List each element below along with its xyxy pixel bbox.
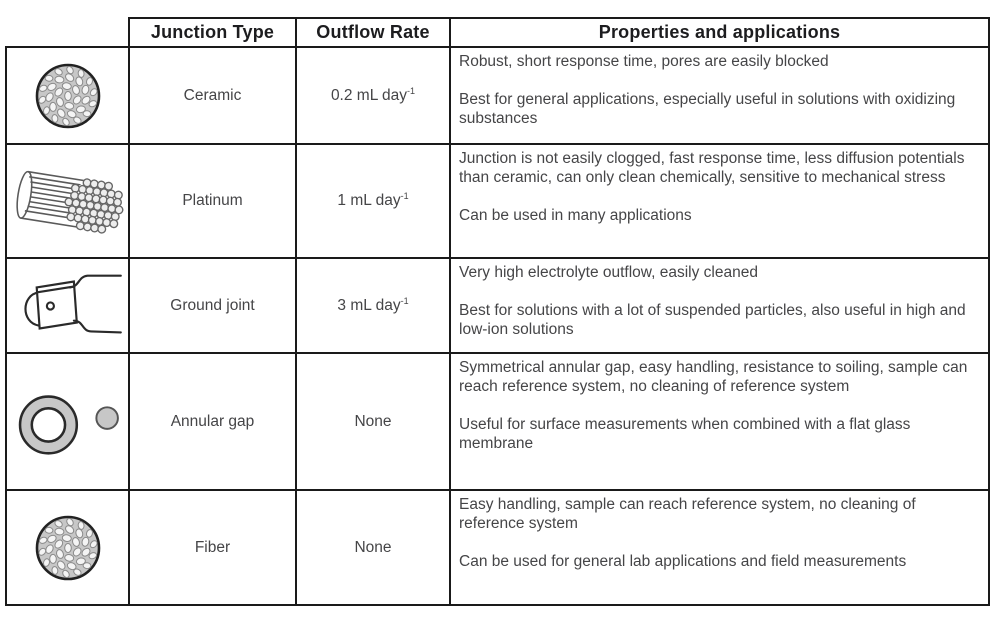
rate-superscript: -1 <box>407 85 416 96</box>
icon-cell <box>5 143 130 259</box>
junction-table: Junction Type Outflow Rate Properties an… <box>5 17 990 606</box>
properties-cell: Symmetrical annular gap, easy handling, … <box>449 352 990 491</box>
rate-value: 0.2 mL day <box>330 87 408 105</box>
applications-paragraph: Best for general applications, especiall… <box>459 91 956 127</box>
outflow-rate-cell: None <box>295 352 451 491</box>
properties-paragraph: Easy handling, sample can reach referenc… <box>459 496 916 532</box>
junction-type-cell: Annular gap <box>128 352 297 491</box>
junction-type-cell: Platinum <box>128 143 297 259</box>
icon-cell <box>5 489 130 606</box>
junction-comparison-table: Junction Type Outflow Rate Properties an… <box>5 17 990 606</box>
properties-cell: Robust, short response time, pores are e… <box>449 46 990 145</box>
properties-cell: Junction is not easily clogged, fast res… <box>449 143 990 259</box>
header-properties: Properties and applications <box>449 17 990 48</box>
applications-paragraph: Best for solutions with a lot of suspend… <box>459 302 966 338</box>
icon-cell <box>5 352 130 491</box>
table-row-platinum: Platinum 1 mL day-1 Junction is not easi… <box>5 143 990 259</box>
junction-type-cell: Ceramic <box>128 46 297 145</box>
ceramic-cross-section-icon <box>35 63 100 128</box>
rate-superscript: -1 <box>400 295 409 306</box>
properties-paragraph: Robust, short response time, pores are e… <box>459 53 829 70</box>
header-junction-type: Junction Type <box>128 17 297 48</box>
properties-cell: Very high electrolyte outflow, easily cl… <box>449 257 990 354</box>
applications-paragraph: Can be used for general lab applications… <box>459 553 907 570</box>
outflow-rate-cell: 1 mL day-1 <box>295 143 451 259</box>
outflow-rate-cell: 3 mL day-1 <box>295 257 451 354</box>
platinum-wire-bundle-icon <box>15 170 123 234</box>
rate-value: None <box>354 413 392 431</box>
outflow-rate-cell: 0.2 mL day-1 <box>295 46 451 145</box>
applications-paragraph: Can be used in many applications <box>459 207 692 224</box>
icon-cell <box>5 46 130 145</box>
properties-paragraph: Junction is not easily clogged, fast res… <box>459 150 965 186</box>
fiber-cross-section-icon <box>35 515 100 580</box>
table-row-annular-gap: Annular gap None Symmetrical annular gap… <box>5 352 990 491</box>
header-spacer-cell <box>6 18 129 47</box>
outflow-rate-cell: None <box>295 489 451 606</box>
icon-cell <box>5 257 130 354</box>
properties-paragraph: Very high electrolyte outflow, easily cl… <box>459 264 758 281</box>
applications-paragraph: Useful for surface measurements when com… <box>459 416 911 452</box>
junction-type-cell: Fiber <box>128 489 297 606</box>
table-row-fiber: Fiber None Easy handling, sample can rea… <box>5 489 990 606</box>
rate-value: 1 mL day <box>337 192 401 210</box>
table-row-ground-joint: Ground joint 3 mL day-1 Very high electr… <box>5 257 990 354</box>
properties-cell: Easy handling, sample can reach referenc… <box>449 489 990 606</box>
rate-value: None <box>354 539 392 557</box>
header-row: Junction Type Outflow Rate Properties an… <box>6 17 990 48</box>
annular-gap-icon <box>18 394 119 455</box>
properties-paragraph: Symmetrical annular gap, easy handling, … <box>459 359 968 395</box>
ground-joint-schematic-icon <box>23 274 122 333</box>
table-row-ceramic: Ceramic 0.2 mL day-1 Robust, short respo… <box>5 46 990 145</box>
header-outflow-rate: Outflow Rate <box>295 17 451 48</box>
junction-type-cell: Ground joint <box>128 257 297 354</box>
rate-superscript: -1 <box>400 191 409 202</box>
rate-value: 3 mL day <box>337 297 401 315</box>
